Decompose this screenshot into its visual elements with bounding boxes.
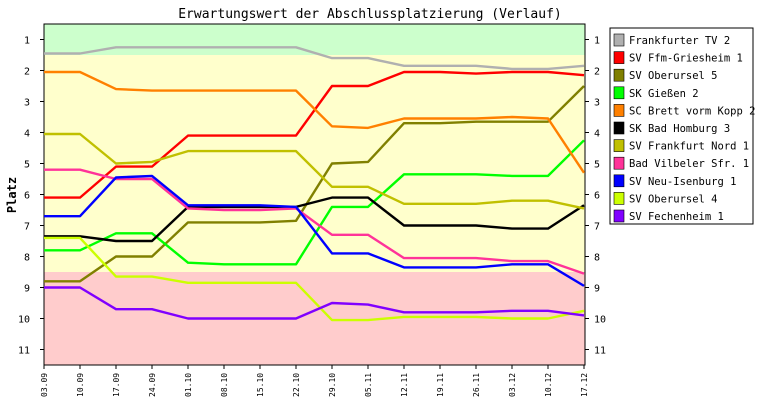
y-tick-label-right: 8: [594, 253, 600, 264]
legend-box: [609, 27, 754, 225]
legend-label: SV Frankfurt Nord 1: [629, 141, 749, 153]
series-line: [44, 236, 585, 322]
series-line: [44, 174, 585, 287]
series-line: [44, 132, 585, 210]
legend-label: SV Fechenheim 1: [629, 211, 724, 223]
legend: Frankfurter TV 2 SV Ffm-Griesheim 1 SV Obe…: [609, 27, 755, 225]
legend-label: Bad Vilbeler Sfr. 1: [629, 158, 749, 170]
series-line: [44, 85, 585, 283]
legend-swatch: [613, 139, 625, 152]
y-tick-label-left: 4: [24, 129, 30, 140]
x-tick-label: 03.09: [40, 373, 49, 397]
legend-swatch: [613, 156, 625, 170]
x-axis-ticks: 03.09 10.09 17.09 24.09 01.10 08.10 15.10 22.10…: [40, 365, 589, 397]
legend-label: Frankfurter TV 2: [629, 35, 730, 47]
y-tick-label-right: 9: [594, 284, 600, 295]
legend-swatch: [613, 192, 625, 205]
y-tick-label-left: 1: [24, 36, 30, 47]
series-line: [44, 70, 585, 199]
y-tick-label-right: 4: [594, 129, 600, 140]
legend-swatch: [613, 33, 625, 47]
y-axis-label: Platz: [5, 177, 19, 213]
legend-label: SV Ffm-Griesheim 1: [629, 53, 743, 65]
x-tick-label: 05.11: [364, 373, 373, 397]
legend-label: SV Oberursel 5: [629, 70, 718, 82]
y-tick-label-left: 2: [24, 67, 30, 78]
y-tick-label-right: 2: [594, 67, 600, 78]
y-tick-label-right: 5: [594, 160, 600, 171]
legend-swatch: [613, 209, 625, 223]
legend-swatch: [613, 51, 625, 64]
x-tick-label: 03.12: [508, 373, 517, 397]
chart-title: Erwartungswert der Abschlussplatzierung …: [178, 7, 562, 22]
series-line: [44, 168, 585, 275]
x-tick-label: 26.11: [472, 373, 481, 397]
y-tick-label-left: 5: [24, 160, 30, 171]
x-tick-label: 10.12: [544, 373, 553, 397]
y-tick-label-left: 3: [24, 98, 30, 109]
legend-label: SV Neu-Isenburg 1: [629, 176, 736, 188]
y-tick-label-left: 7: [24, 222, 30, 233]
series-line: [44, 70, 586, 174]
zone-bands: [43, 23, 586, 366]
y-tick-label-left: 10: [18, 315, 30, 326]
x-tick-label: 15.10: [256, 373, 265, 397]
legend-label: SK Bad Homburg 3: [629, 123, 730, 135]
x-tick-label: 22.10: [292, 373, 301, 397]
legend-swatch: [613, 174, 625, 188]
y-tick-label-right: 6: [594, 191, 600, 202]
legend-label: SK Gießen 2: [629, 88, 699, 100]
x-tick-label: 19.11: [436, 373, 445, 397]
x-tick-label: 17.12: [580, 373, 589, 397]
y-tick-label-right: 3: [594, 98, 600, 109]
legend-swatch: [613, 68, 625, 82]
y-tick-label-right: 10: [594, 315, 606, 326]
zone-band: [44, 24, 585, 55]
y-tick-label-left: 11: [18, 346, 30, 357]
legend-label: SV Oberursel 4: [629, 193, 718, 205]
legend-swatch: [613, 86, 625, 100]
x-tick-label: 10.09: [76, 373, 85, 397]
y-tick-label-right: 7: [594, 222, 600, 233]
x-tick-label: 29.10: [328, 373, 337, 397]
series-line: [44, 139, 585, 266]
series-lines: [44, 46, 586, 322]
x-tick-label: 12.11: [400, 373, 409, 397]
y-tick-label-left: 6: [24, 191, 30, 202]
x-tick-label: 01.10: [184, 373, 193, 397]
y-tick-label-left: 9: [24, 284, 30, 295]
legend-label: SC Brett vorm Kopp 2: [629, 105, 755, 117]
series-line: [44, 286, 585, 320]
legend-swatch: [613, 121, 625, 135]
y-tick-label-right: 1: [594, 36, 600, 47]
x-tick-label: 17.09: [112, 373, 121, 397]
series-line: [44, 196, 585, 243]
legend-swatch: [613, 104, 625, 117]
series-line: [44, 46, 585, 71]
y-tick-label-right: 11: [594, 346, 606, 357]
x-tick-label: 24.09: [148, 373, 157, 397]
y-tick-label-left: 8: [24, 253, 30, 264]
x-tick-label: 08.10: [220, 373, 229, 397]
